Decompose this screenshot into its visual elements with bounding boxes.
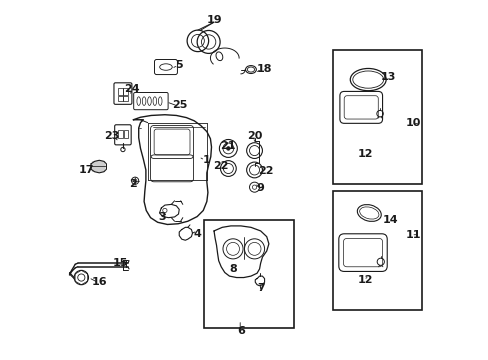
Circle shape (226, 147, 230, 150)
Text: 22: 22 (213, 161, 228, 171)
Text: 5: 5 (175, 60, 183, 70)
Bar (333, 50, 421, 184)
Text: 12: 12 (357, 275, 373, 285)
Text: 6: 6 (237, 326, 244, 336)
Bar (333, 192, 421, 310)
Text: 14: 14 (382, 215, 398, 225)
Bar (204, 220, 293, 328)
Text: 25: 25 (172, 100, 187, 111)
Text: 21: 21 (220, 141, 236, 151)
Bar (123, 130, 128, 138)
Text: 9: 9 (256, 183, 264, 193)
Text: 16: 16 (91, 277, 107, 287)
Text: 23: 23 (104, 131, 119, 141)
Text: 12: 12 (357, 149, 373, 159)
Bar (123, 96, 128, 101)
Text: 13: 13 (380, 72, 395, 82)
Text: 2: 2 (129, 179, 137, 189)
Text: 7: 7 (256, 283, 264, 293)
Bar (118, 96, 122, 101)
Text: 4: 4 (193, 229, 201, 239)
Bar (123, 88, 128, 95)
Text: 3: 3 (158, 212, 165, 221)
Text: 20: 20 (247, 131, 263, 141)
Bar (118, 88, 122, 95)
Bar (118, 130, 122, 138)
Text: 11: 11 (405, 230, 420, 239)
Text: 19: 19 (206, 15, 222, 26)
Text: 15: 15 (113, 258, 128, 268)
Text: 18: 18 (256, 64, 271, 74)
Text: 22: 22 (258, 166, 273, 176)
Text: 8: 8 (229, 264, 237, 274)
Text: 24: 24 (123, 84, 139, 94)
Text: 10: 10 (405, 118, 420, 128)
Text: 1: 1 (203, 155, 210, 165)
Text: 17: 17 (78, 165, 94, 175)
